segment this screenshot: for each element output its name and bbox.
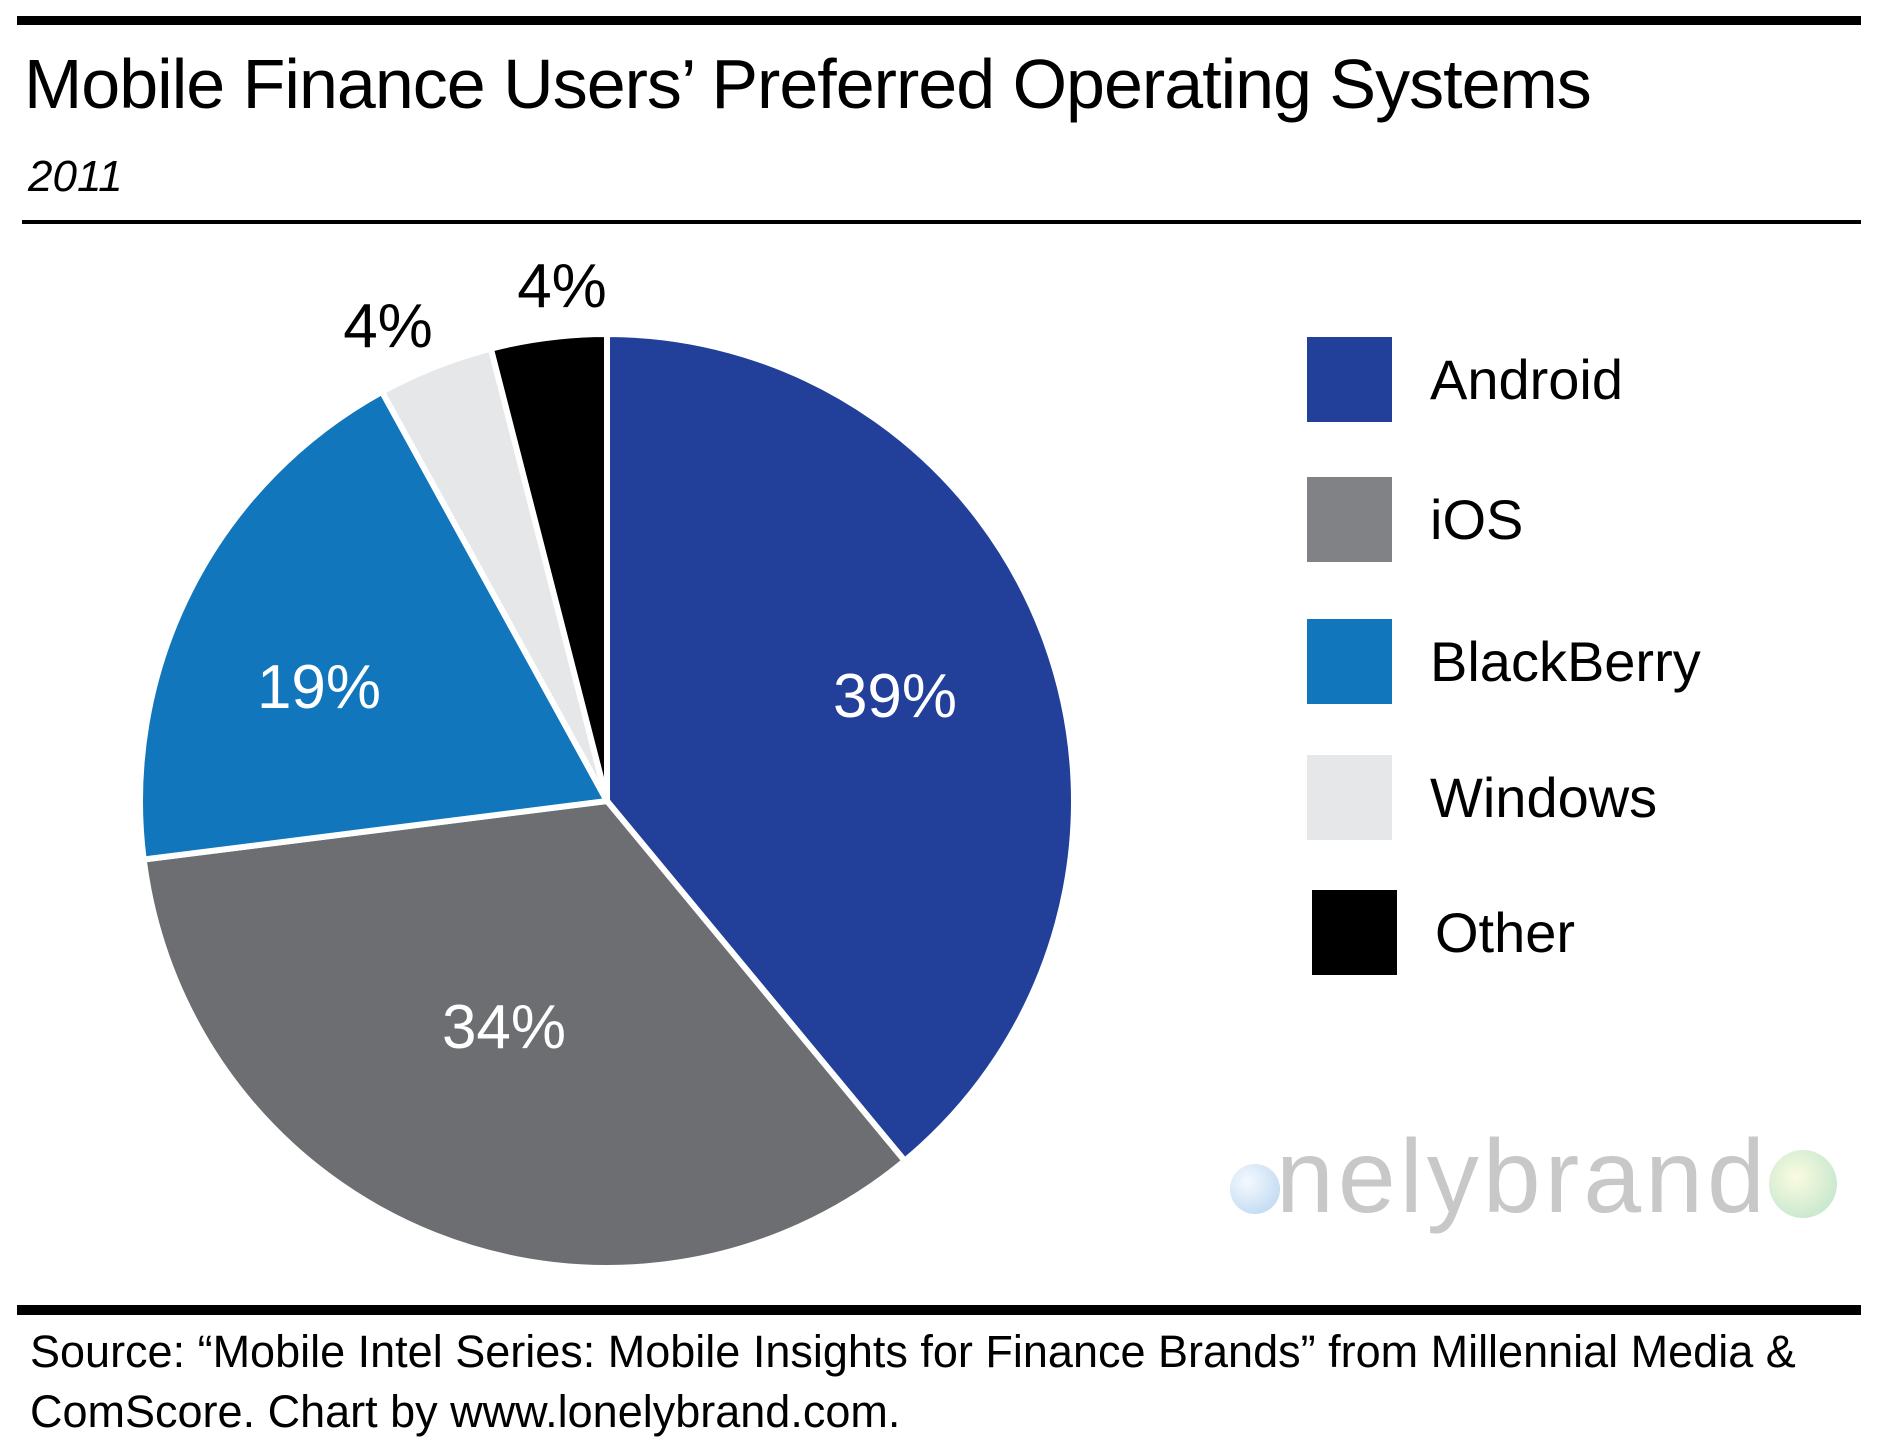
legend-swatch	[1307, 619, 1392, 704]
legend-label: BlackBerry	[1430, 630, 1701, 693]
data-label-other: 4%	[517, 252, 607, 321]
chart-title: Mobile Finance Users’ Preferred Operatin…	[24, 45, 1592, 123]
pie-slice-other	[487, 331, 610, 804]
legend-item-ios: iOS	[1307, 477, 1523, 562]
footer-rule	[17, 1305, 1861, 1315]
legend-item-android: Android	[1307, 337, 1623, 422]
header-rule	[22, 220, 1861, 224]
source-note: Source: “Mobile Intel Series: Mobile Ins…	[30, 1326, 1796, 1437]
legend-label: Android	[1430, 348, 1624, 411]
legend-item-blackberry: BlackBerry	[1307, 619, 1701, 704]
legend-label: iOS	[1430, 488, 1524, 551]
legend-swatch	[1307, 477, 1392, 562]
lonelybrand-logo: nelybrand	[1230, 1118, 1837, 1237]
top-rule	[17, 16, 1861, 25]
data-label-ios: 34%	[442, 993, 566, 1062]
legend-swatch	[1307, 755, 1392, 840]
data-label-blackberry: 19%	[257, 653, 381, 722]
legend-item-windows: Windows	[1307, 755, 1657, 840]
pie-slice-blackberry	[137, 388, 610, 863]
legend-label: Windows	[1430, 766, 1658, 829]
legend-label: Other	[1435, 901, 1576, 964]
data-label-android: 39%	[833, 662, 957, 731]
pie-slice-android	[604, 331, 1077, 1164]
chart-subtitle: 2011	[28, 152, 123, 201]
pie-slice-ios	[140, 798, 908, 1271]
legend-swatch	[1312, 890, 1397, 975]
legend-item-other: Other	[1312, 890, 1575, 975]
data-label-windows: 4%	[343, 292, 433, 361]
legend-swatch	[1307, 337, 1392, 422]
